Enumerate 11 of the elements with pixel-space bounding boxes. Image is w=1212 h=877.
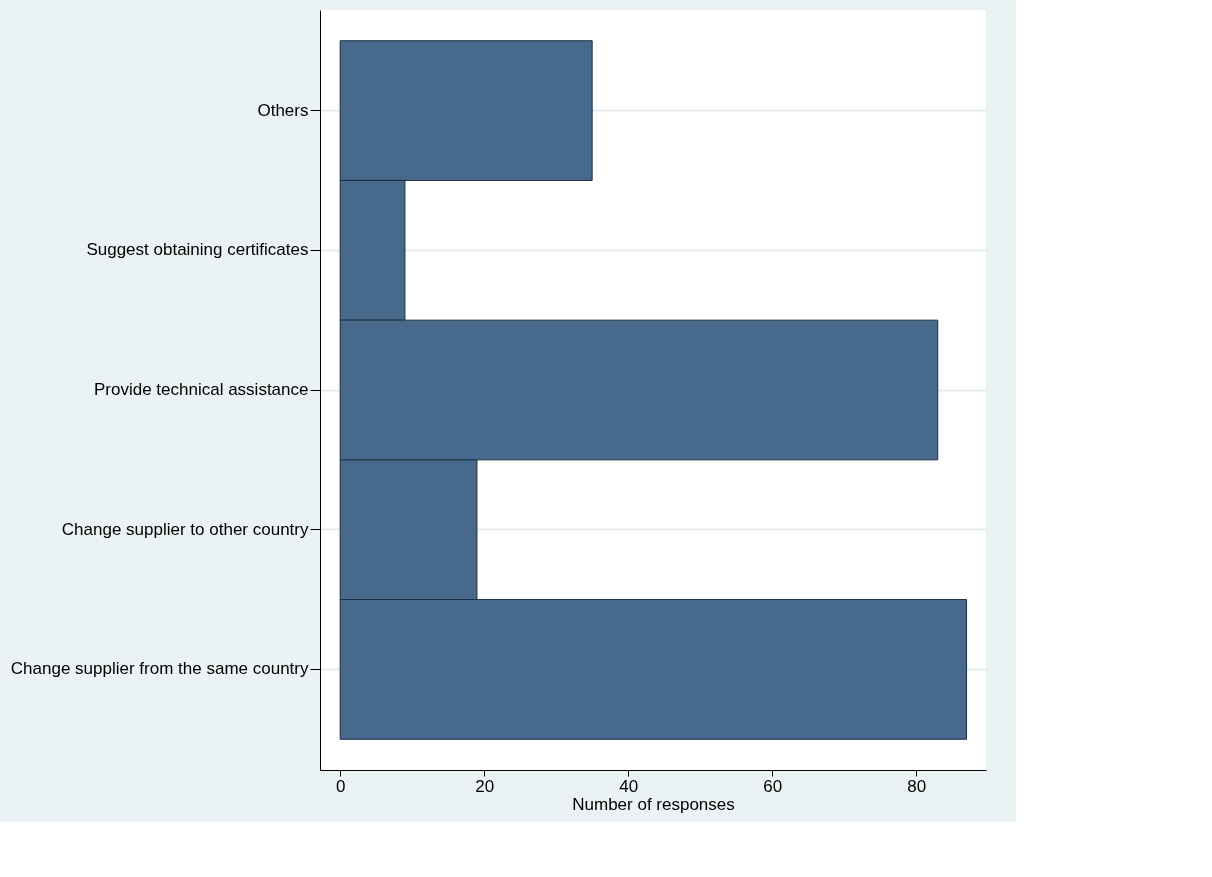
x-tick-label: 20 <box>475 776 495 796</box>
y-tick-label: Provide technical assistance <box>93 380 309 399</box>
x-tick-label: 60 <box>763 776 783 796</box>
y-tick-label: Others <box>257 100 309 120</box>
x-tick-label: 80 <box>907 776 927 796</box>
y-tick-label: Change supplier to other country <box>61 519 309 539</box>
y-tick-label: Suggest obtaining certificates <box>86 240 309 260</box>
x-tick-label: 40 <box>619 776 639 796</box>
y-tick-label: Change supplier from the same country <box>10 659 309 679</box>
x-axis-title: Number of responses <box>572 794 735 814</box>
x-tick-label: 0 <box>335 776 346 796</box>
